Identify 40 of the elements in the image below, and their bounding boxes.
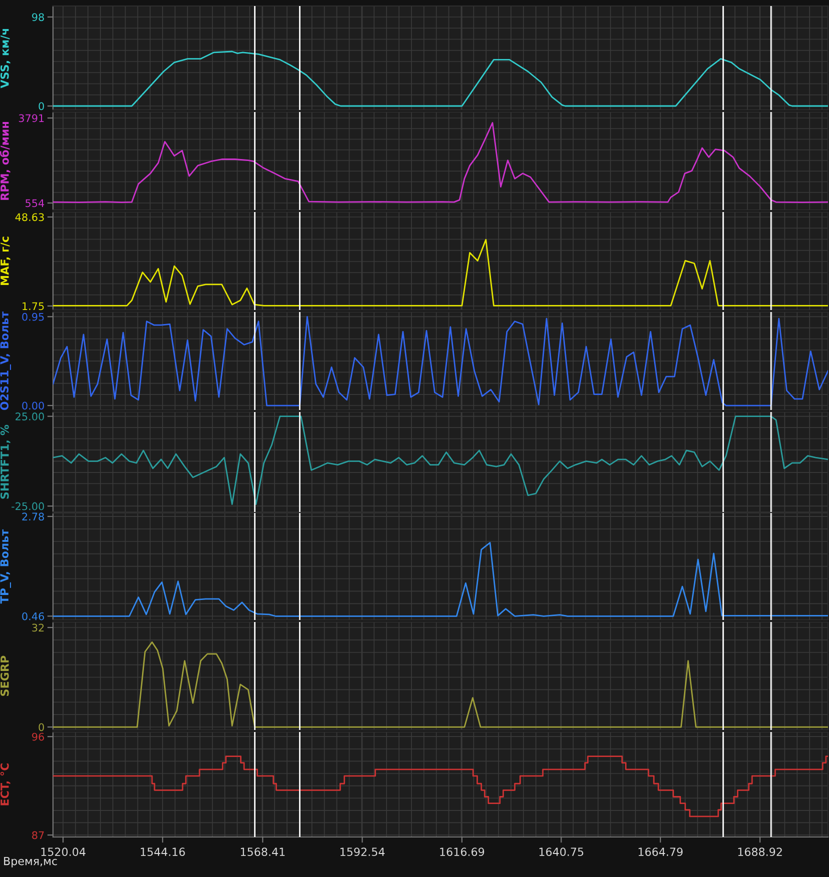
y-axis-title: O2S11_V, Вольт	[0, 311, 11, 410]
y-axis-title: MAF, г/с	[0, 236, 10, 285]
y-tick-label: 0.00	[22, 402, 44, 410]
y-axis-title: SEGRP	[0, 656, 9, 696]
y-axis-title: TP_V, Вольт	[0, 529, 11, 604]
y-tick-label: 25.00	[16, 412, 44, 420]
y-tick-label: 0.46	[22, 612, 44, 620]
x-tick-label: 1568.41	[240, 848, 285, 856]
line-series	[53, 50, 828, 107]
line-series	[53, 416, 828, 505]
y-tick-label: 554	[26, 199, 44, 208]
y-tick-label: -25.00	[12, 502, 44, 510]
y-axis-title: RPM, об/мин	[0, 122, 10, 200]
y-tick-label: 1.75	[22, 302, 44, 310]
y-tick-label: 98	[32, 13, 44, 22]
line-series	[53, 122, 828, 204]
y-axis-title: ECT, °C	[0, 763, 10, 806]
y-tick-label: 48.63	[15, 213, 44, 222]
y-tick-label: 0.95	[22, 312, 44, 321]
x-tick-label: 1640.75	[539, 848, 584, 856]
line-series	[53, 316, 828, 406]
x-tick-label: 1664.79	[638, 848, 683, 856]
x-tick-label: 1520.04	[41, 848, 86, 856]
x-tick-label: 1616.69	[440, 848, 484, 856]
x-tick-label: 1592.54	[340, 848, 385, 856]
line-series	[53, 542, 828, 617]
x-tick-label: 1544.16	[140, 848, 185, 856]
y-tick-label: 0	[38, 723, 44, 732]
y-tick-label: 3791	[18, 114, 44, 122]
line-series	[53, 641, 828, 728]
y-tick-label: 2.78	[22, 512, 44, 521]
y-axis-title: VSS, км/ч	[0, 29, 10, 88]
line-series	[53, 238, 828, 306]
x-axis-title: Время,мс	[4, 856, 57, 868]
x-tick-label: 1688.92	[738, 848, 782, 856]
y-tick-label: 96	[32, 732, 44, 741]
y-axis-title: SHRTFT1, %	[0, 424, 10, 499]
y-tick-label: 0	[38, 102, 44, 110]
y-tick-label: 87	[32, 831, 44, 840]
y-tick-label: 32	[32, 624, 44, 632]
